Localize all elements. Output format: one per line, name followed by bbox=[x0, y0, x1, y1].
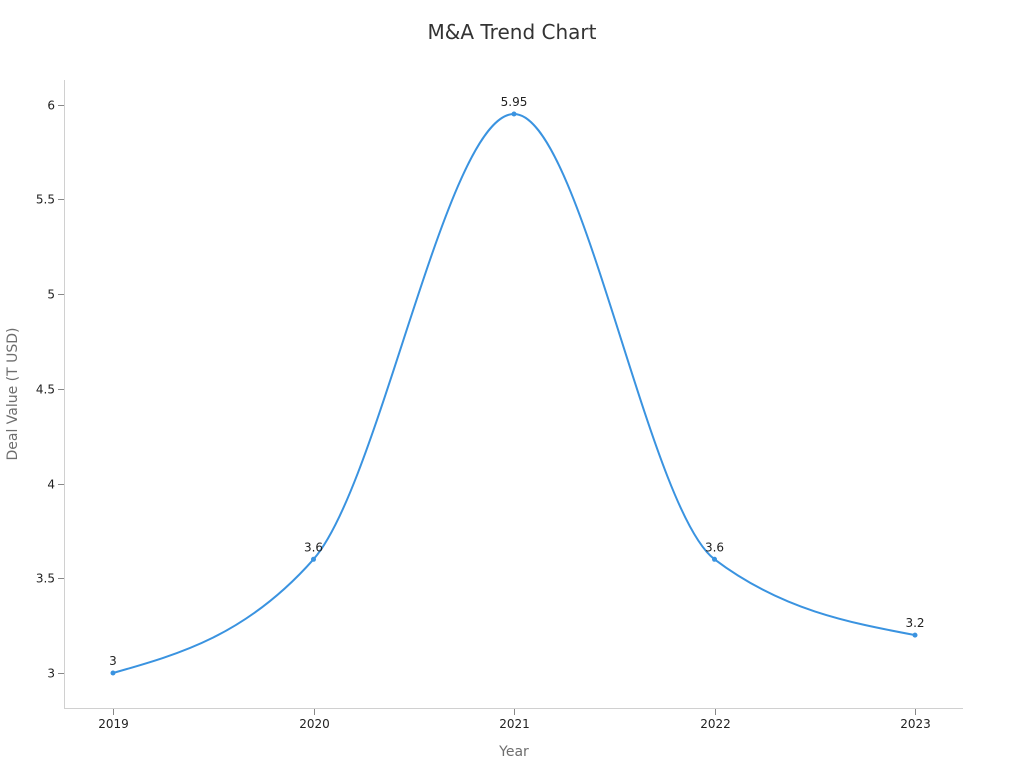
x-axis-ticks: 2019 2020 2021 2022 2023 bbox=[98, 709, 931, 731]
data-label: 5.95 bbox=[501, 95, 528, 109]
data-labels: 3 3.6 5.95 3.6 3.2 bbox=[109, 95, 924, 668]
data-point bbox=[712, 556, 717, 562]
y-axis-title: Deal Value (T USD) bbox=[5, 327, 21, 460]
data-label: 3.2 bbox=[905, 616, 924, 630]
x-tick-label: 2021 bbox=[499, 717, 530, 731]
x-tick-label: 2019 bbox=[98, 717, 129, 731]
y-tick-label: 4 bbox=[47, 478, 55, 492]
data-point bbox=[912, 632, 918, 638]
y-tick-label: 3 bbox=[47, 667, 55, 681]
data-label: 3.6 bbox=[304, 540, 323, 554]
data-point bbox=[110, 670, 116, 676]
y-tick-label: 3.5 bbox=[36, 572, 55, 586]
x-tick-label: 2023 bbox=[900, 717, 931, 731]
data-point bbox=[511, 111, 517, 117]
y-tick-label: 4.5 bbox=[36, 383, 55, 397]
data-point bbox=[311, 556, 316, 562]
x-tick-label: 2022 bbox=[700, 717, 731, 731]
data-label: 3 bbox=[109, 654, 117, 668]
y-axis-ticks: 3 3.5 4 4.5 5 5.5 6 bbox=[36, 99, 64, 681]
data-label: 3.6 bbox=[705, 540, 724, 554]
chart-title: M&A Trend Chart bbox=[427, 20, 597, 44]
y-tick-label: 5 bbox=[47, 288, 55, 302]
x-axis-title: Year bbox=[498, 744, 529, 760]
y-tick-label: 5.5 bbox=[36, 193, 55, 207]
x-tick-label: 2020 bbox=[299, 717, 330, 731]
series-line bbox=[112, 112, 916, 674]
y-tick-label: 6 bbox=[47, 99, 55, 113]
data-points bbox=[110, 111, 918, 676]
